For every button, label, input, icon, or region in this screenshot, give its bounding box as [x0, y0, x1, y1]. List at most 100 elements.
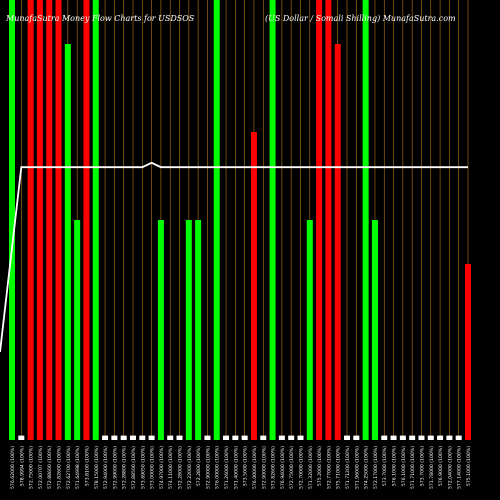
- bar: [437, 435, 444, 440]
- x-tick-label: 572.17000 (100%): [373, 446, 379, 489]
- x-tick-label: 572.75000 (100%): [289, 446, 295, 489]
- bar: [157, 220, 164, 440]
- bar: [241, 435, 248, 440]
- x-tick-label: 572.88500 (100%): [131, 446, 137, 489]
- x-tick-label: 572.90000 (100%): [205, 446, 211, 489]
- x-tick-label: 573.7000 (100%): [419, 446, 425, 486]
- x-tick-label: 572.28800 (100%): [122, 446, 128, 489]
- bar: [409, 435, 416, 440]
- bar: [64, 44, 71, 440]
- bar: [120, 435, 127, 440]
- bar: [316, 0, 323, 440]
- bar: [306, 220, 313, 440]
- bar: [362, 0, 369, 440]
- x-tick-label: 576.62000 (100%): [10, 446, 16, 489]
- x-tick-label: 571.32000 (100%): [308, 446, 314, 489]
- x-tick-label: 574.25000 (100%): [364, 446, 370, 489]
- x-tick-label: 572.2800 (100%): [196, 446, 202, 486]
- x-tick-label: 572.90000 (100%): [261, 446, 267, 489]
- bar: [250, 132, 257, 440]
- x-tick-label: 575.1000 (100%): [466, 446, 472, 486]
- x-tick-label: 571.96000 (100%): [354, 446, 360, 489]
- chart-subtitle: (US Dollar / Somali Shilling) MunafaSutr…: [265, 14, 456, 23]
- bar: [102, 435, 109, 440]
- bar: [465, 264, 471, 440]
- x-tick-label: 572.04000 (100%): [447, 446, 453, 489]
- x-tick-label: 575.71000 (100%): [336, 446, 342, 489]
- bar: [418, 435, 425, 440]
- bar: [213, 0, 220, 440]
- x-tick-label: 572.70000 (100%): [298, 446, 304, 489]
- x-tick-label: 571.82600 (100%): [57, 446, 63, 489]
- x-tick-label: 572.22000 (100%): [187, 446, 193, 489]
- bar: [455, 435, 462, 440]
- x-tick-label: 575.2000 (100%): [317, 446, 323, 486]
- x-tick-label: 571.71000 (100%): [410, 446, 416, 489]
- bar: [185, 220, 192, 440]
- x-tick-label: 573.82600 (100%): [271, 446, 277, 489]
- bar: [371, 220, 378, 440]
- bar: [232, 435, 239, 440]
- line-group: [0, 161, 468, 353]
- bar: [427, 435, 434, 440]
- x-tick-label: 576.00000 (100%): [252, 446, 258, 489]
- bar: [36, 0, 43, 440]
- x-tick-label: 572.75000 (100%): [29, 446, 35, 489]
- bar: [204, 435, 211, 440]
- x-tick-label: 576.1000 (100%): [392, 446, 398, 486]
- bar: [9, 0, 15, 440]
- bar: [297, 435, 304, 440]
- bar: [18, 435, 25, 440]
- bar: [399, 435, 406, 440]
- x-tick-label: 571.64998 (100%): [75, 446, 81, 489]
- x-tick-label: 571.71200 (100%): [345, 446, 351, 489]
- bar: [74, 220, 81, 440]
- bar: [129, 435, 136, 440]
- x-tick-label: 572.88600 (100%): [47, 446, 53, 489]
- x-tick-label: 576.00000 (100%): [215, 446, 221, 489]
- bar: [446, 435, 453, 440]
- x-tick-label: 572.00707 (100%): [38, 446, 44, 489]
- x-tick-label: 576.9000 (100%): [438, 446, 444, 486]
- x-tick-label: 572.94000 (100%): [103, 446, 109, 489]
- money-flow-line: [0, 161, 468, 353]
- x-tick-label: 571.78000 (100%): [429, 446, 435, 489]
- x-tick-label: 573.5000 (100%): [243, 446, 249, 486]
- bar: [46, 0, 53, 440]
- bar: [390, 435, 397, 440]
- bar: [334, 44, 341, 440]
- bar: [381, 435, 388, 440]
- x-tick-label: 573.7000 (100%): [382, 446, 388, 486]
- x-tick-label: 576.1000 (100%): [401, 446, 407, 486]
- bar: [167, 435, 174, 440]
- bar: [353, 435, 360, 440]
- x-tick-label: 572.77000 (100%): [326, 446, 332, 489]
- bar: [139, 435, 146, 440]
- x-tick-label: 572.62700 (100%): [66, 446, 72, 489]
- x-tick-label: 573.00000 (100%): [150, 446, 156, 489]
- bar: [195, 220, 202, 440]
- bar: [344, 435, 351, 440]
- bar: [55, 0, 62, 440]
- x-tick-label: 572.28000 (100%): [178, 446, 184, 489]
- bar: [176, 435, 183, 440]
- x-tick-label: 574.97000 (100%): [159, 446, 165, 489]
- bar: [83, 0, 90, 440]
- bar: [27, 0, 34, 440]
- x-tick-label: 573.69050 (100%): [140, 446, 146, 489]
- x-tick-label: 572.99000 (100%): [112, 446, 118, 489]
- bar: [92, 0, 99, 440]
- x-tick-label: 577.14000 (100%): [457, 446, 463, 489]
- bar: [148, 435, 155, 440]
- bar: [288, 435, 295, 440]
- x-tick-label: 573.8100 (100%): [84, 446, 90, 486]
- x-tick-label: 578.15000 (100%): [94, 446, 100, 489]
- bar: [278, 435, 285, 440]
- bars-group: [9, 0, 471, 440]
- bar: [325, 0, 332, 440]
- x-tick-label: 571.26000 (100%): [224, 446, 230, 489]
- bar: [223, 435, 230, 440]
- bar: [260, 435, 267, 440]
